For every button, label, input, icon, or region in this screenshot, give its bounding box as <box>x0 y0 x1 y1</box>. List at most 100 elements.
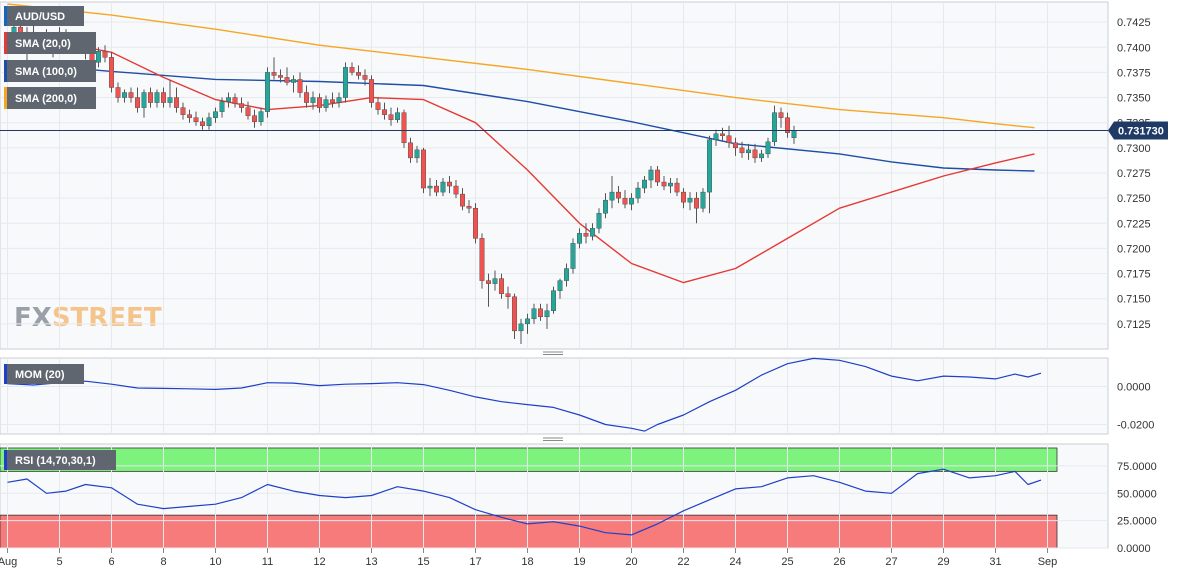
candle <box>564 263 570 287</box>
x-tick-label: 31 <box>989 556 1001 568</box>
candle <box>108 52 114 93</box>
candle-body <box>167 97 173 103</box>
candle <box>245 101 251 120</box>
candle <box>622 190 628 209</box>
rsi-tick-label: 0.0000 <box>1117 543 1151 555</box>
candle-body <box>720 133 726 136</box>
x-tick-label: Aug <box>0 556 17 568</box>
candle-body <box>590 228 596 237</box>
momentum-panel <box>0 357 1109 435</box>
x-tick-label: 25 <box>781 556 793 568</box>
rsi-overbought-zone <box>0 447 1058 472</box>
sma200-line <box>7 3 1035 129</box>
candle-body <box>596 213 602 229</box>
x-tick-label: 22 <box>677 556 689 568</box>
candle-body <box>570 243 576 269</box>
candle <box>291 75 297 93</box>
rsi-line <box>7 468 1042 536</box>
candle <box>700 188 706 213</box>
candle-body <box>447 181 453 187</box>
candle-body <box>655 169 661 183</box>
candle <box>765 137 771 158</box>
candle-body <box>212 111 218 118</box>
candle-body <box>466 205 472 209</box>
candle-body <box>453 185 459 195</box>
candle <box>570 238 576 274</box>
candle <box>95 47 101 68</box>
candle-body <box>661 181 667 187</box>
x-tick-label: 13 <box>365 556 377 568</box>
panel-resize-handle[interactable] <box>543 351 563 355</box>
candle-body <box>785 117 791 133</box>
price-tick-label: 0.7200 <box>1117 243 1151 255</box>
x-tick-label: 11 <box>262 556 273 568</box>
legend-sma100-label: SMA (100,0) <box>15 66 77 78</box>
candle <box>206 112 212 130</box>
sma100-line <box>7 61 1035 172</box>
candle-body <box>304 92 310 103</box>
candle <box>661 176 667 191</box>
candle-body <box>648 169 654 181</box>
candle-body <box>733 142 739 149</box>
x-tick-label: 5 <box>56 556 62 568</box>
candle-body <box>193 117 199 122</box>
candle <box>225 92 231 108</box>
legend-momentum[interactable]: MOM (20) <box>4 364 84 384</box>
candle-body <box>336 97 342 103</box>
candle <box>616 186 622 204</box>
candle <box>212 107 218 123</box>
candle <box>304 85 310 108</box>
candle <box>121 89 127 103</box>
candle-body <box>147 92 153 103</box>
price-tick-label: 0.7300 <box>1117 143 1151 155</box>
price-tick-label: 0.7400 <box>1117 42 1151 54</box>
legend-sma20[interactable]: SMA (20,0) <box>4 32 96 54</box>
price-tick-label: 0.7250 <box>1117 193 1151 205</box>
price-tick-label: 0.7225 <box>1117 218 1151 230</box>
last-price-label: 0.731730 <box>1118 125 1164 137</box>
candle-body <box>356 72 362 76</box>
candle <box>310 91 316 110</box>
legend-sma200[interactable]: SMA (200,0) <box>4 87 96 109</box>
legend-aud-usd[interactable]: AUD/USD <box>4 6 84 26</box>
panel-resize-handle[interactable] <box>543 437 563 441</box>
legend-sma100[interactable]: SMA (100,0) <box>4 60 96 82</box>
candle-body <box>408 142 414 159</box>
candle <box>681 188 687 209</box>
rsi-tick-label: 75.0000 <box>1117 461 1157 473</box>
candle <box>557 278 563 299</box>
price-tick-label: 0.7150 <box>1117 294 1151 306</box>
candle-body <box>115 87 121 98</box>
candle <box>713 129 719 146</box>
candle-body <box>349 67 355 73</box>
candle-body <box>421 149 427 189</box>
candle-body <box>427 185 433 189</box>
candle-body <box>525 318 531 325</box>
candle <box>609 176 615 209</box>
candle-body <box>95 51 101 63</box>
candle <box>525 313 531 334</box>
candle-body <box>486 280 492 284</box>
candle <box>752 143 758 163</box>
mom-tick-label: 0.0000 <box>1117 382 1151 394</box>
sma20-line <box>7 41 1035 284</box>
candle-body <box>278 75 284 78</box>
candle <box>505 286 511 309</box>
candle <box>369 75 375 108</box>
candle <box>278 69 284 83</box>
candle <box>147 87 153 108</box>
candle <box>102 45 108 63</box>
legend-rsi[interactable]: RSI (14,70,30,1) <box>4 450 116 470</box>
legend-rsi-label: RSI (14,70,30,1) <box>15 455 96 467</box>
candle-body <box>128 92 134 98</box>
candle-body <box>746 149 752 154</box>
candle-body <box>160 92 166 103</box>
candle <box>733 137 739 156</box>
candle-body <box>154 92 160 103</box>
candle-body <box>362 75 368 80</box>
x-tick-label: Sep <box>1038 556 1058 568</box>
candle-body <box>284 77 290 83</box>
candle-body <box>186 114 192 118</box>
candle-body <box>700 191 706 209</box>
price-tick-label: 0.7375 <box>1117 67 1151 79</box>
